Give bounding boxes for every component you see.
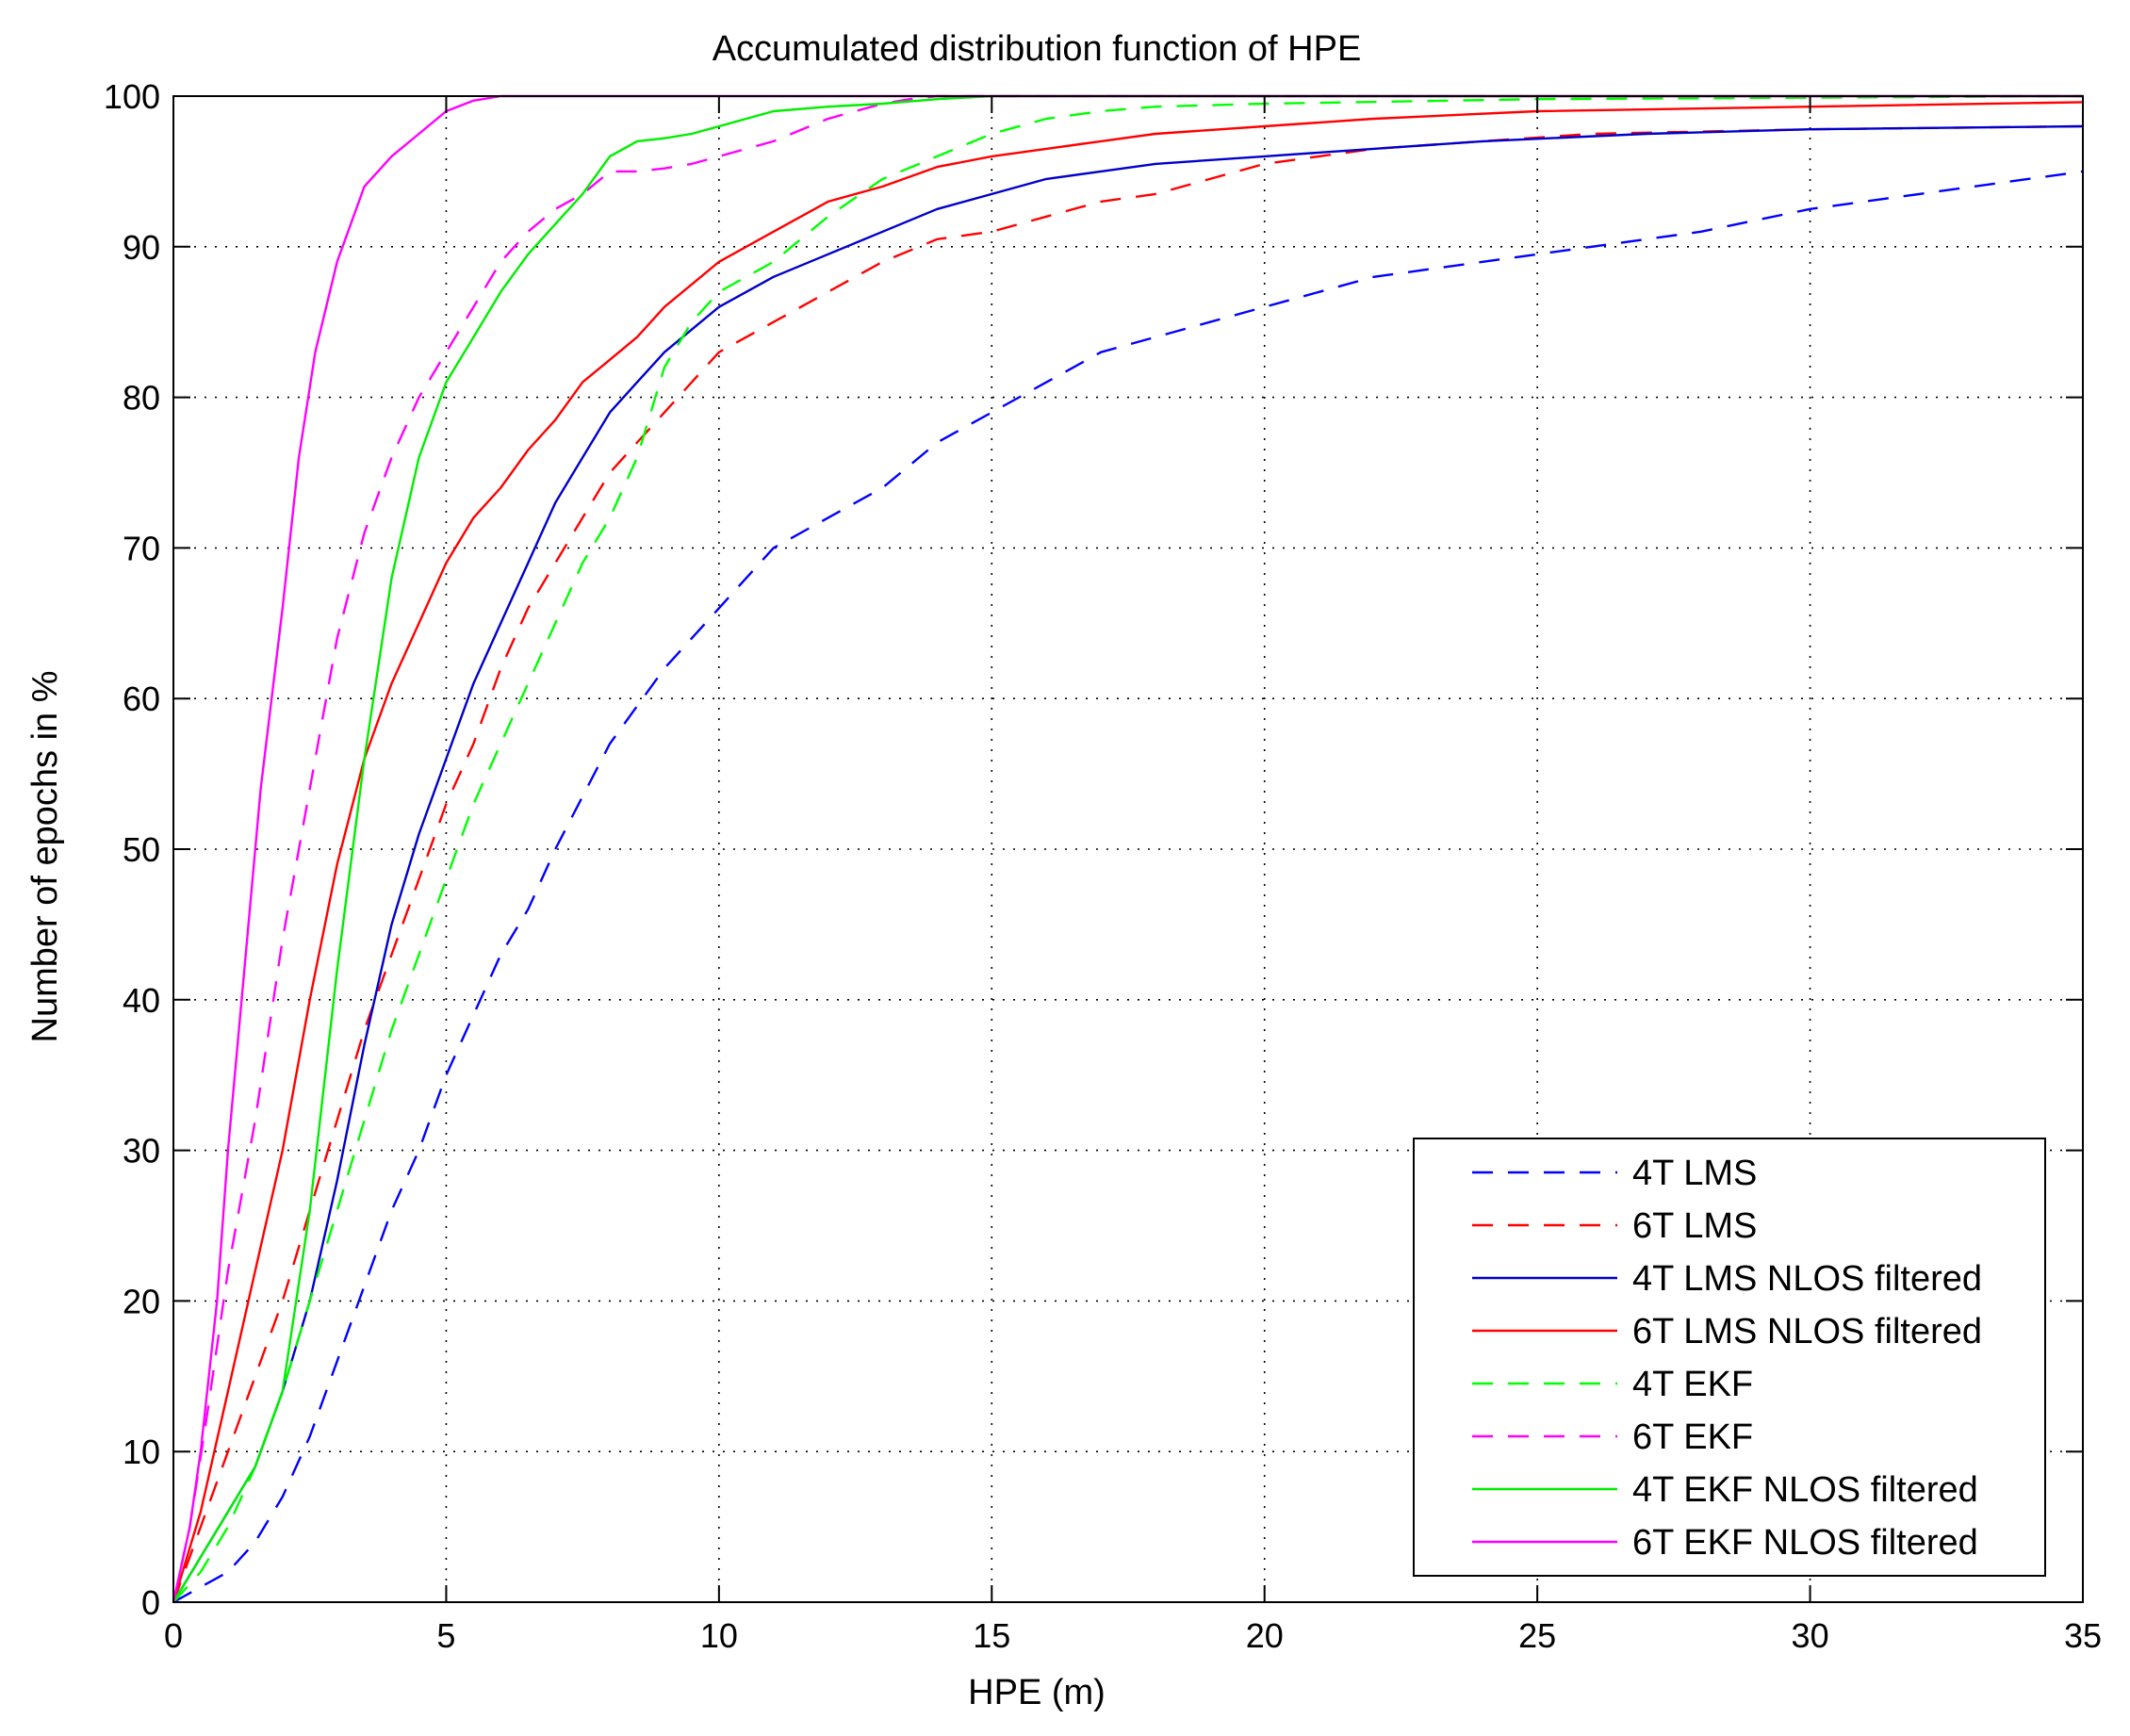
- x-tick-label: 35: [2064, 1616, 2102, 1655]
- y-tick-label: 80: [123, 379, 160, 418]
- series-line-1: [172, 170, 2084, 1604]
- y-tick-label: 40: [123, 981, 160, 1020]
- series-line-5: [172, 94, 2084, 1603]
- legend-label-4: 6T LMS NLOS filtered: [1632, 1312, 1982, 1351]
- legend-label-2: 6T LMS: [1632, 1206, 1757, 1246]
- y-tick-label: 20: [123, 1282, 160, 1320]
- legend-box: [1413, 1138, 2046, 1577]
- x-tick-label: 5: [436, 1616, 455, 1655]
- y-tick-label: 60: [123, 680, 160, 718]
- x-tick-label: 0: [164, 1616, 183, 1655]
- y-tick-label: 50: [123, 830, 160, 869]
- y-axis-label: Number of epochs in %: [25, 671, 65, 1043]
- x-tick-label: 30: [1792, 1616, 1829, 1655]
- legend-label-7: 4T EKF NLOS filtered: [1632, 1470, 1978, 1510]
- y-tick-label: 30: [123, 1132, 160, 1171]
- x-tick-label: 15: [973, 1616, 1010, 1655]
- legend-label-6: 6T EKF: [1632, 1417, 1753, 1457]
- series-line-3: [172, 124, 2084, 1603]
- y-tick-label: 70: [123, 529, 160, 567]
- legend-label-1: 4T LMS: [1632, 1154, 1757, 1193]
- y-tick-label: 100: [104, 77, 160, 116]
- legend: 4T LMS 6T LMS 4T LMS NLOS filtered 6T LMS N…: [1413, 1138, 2046, 1577]
- series-lines: [172, 94, 2084, 1604]
- series-line-2: [172, 124, 2084, 1603]
- y-tick-label: 90: [123, 228, 160, 267]
- legend-label-5: 4T EKF: [1632, 1365, 1753, 1404]
- chart-title: Accumulated distribution function of HPE: [713, 29, 1362, 69]
- y-tick-label: 10: [123, 1433, 160, 1471]
- legend-label-3: 4T LMS NLOS filtered: [1632, 1259, 1982, 1299]
- tick-labels: 0 5 10 15 20 25 30 35 0 10 20 30 40 50 60 70 80 90 100: [104, 77, 2102, 1655]
- series-line-6: [172, 94, 2083, 1603]
- x-tick-label: 25: [1518, 1616, 1556, 1655]
- x-tick-label: 10: [700, 1616, 738, 1655]
- legend-label-8: 6T EKF NLOS filtered: [1632, 1523, 1978, 1563]
- axis-ticks: [172, 95, 2084, 1603]
- legend-entries: 4T LMS 6T LMS 4T LMS NLOS filtered 6T LMS N…: [1472, 1154, 1982, 1563]
- series-line-4: [172, 101, 2084, 1603]
- x-axis-label: HPE (m): [968, 1673, 1106, 1712]
- series-line-7: [172, 94, 2083, 1603]
- x-tick-label: 20: [1246, 1616, 1284, 1655]
- y-tick-label: 0: [141, 1583, 160, 1622]
